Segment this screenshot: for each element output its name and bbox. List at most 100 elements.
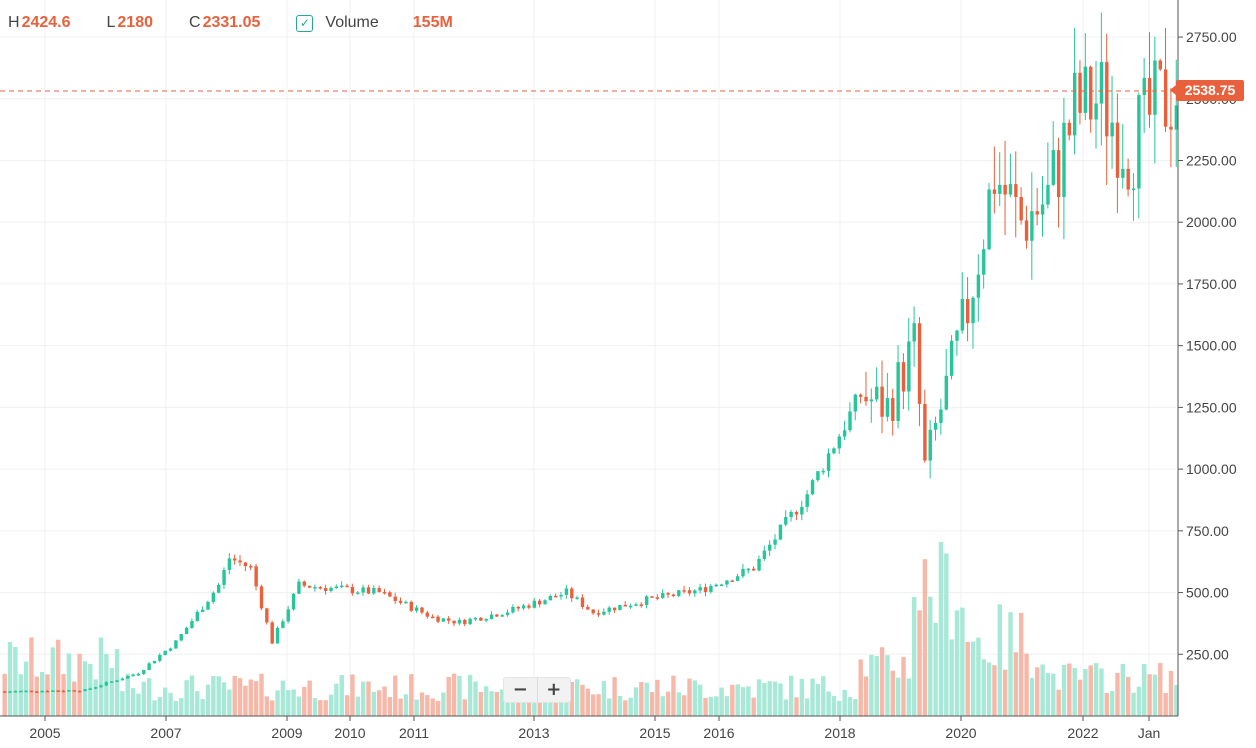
candle-body xyxy=(826,453,831,471)
volume-bar xyxy=(660,696,665,716)
volume-bar xyxy=(558,698,564,716)
candle-body xyxy=(414,607,419,611)
zoom-controls: − + xyxy=(503,677,571,703)
candle-body xyxy=(404,601,408,604)
candle-body xyxy=(805,494,809,507)
candle-body xyxy=(51,690,55,692)
candle-body xyxy=(511,606,515,613)
candle-body xyxy=(291,593,296,610)
candle-body xyxy=(538,600,542,605)
volume-bar xyxy=(1061,664,1067,716)
volume-bar xyxy=(526,694,532,716)
candle-body xyxy=(120,678,125,681)
volume-bar xyxy=(778,683,783,716)
candle-body xyxy=(773,539,777,545)
volume-bar xyxy=(1024,653,1029,716)
candle-body xyxy=(987,189,991,250)
volume-bar xyxy=(537,699,542,716)
candle-body xyxy=(8,691,12,693)
volume-label: Volume xyxy=(325,14,379,31)
candle-body xyxy=(992,189,997,194)
volume-bar xyxy=(195,691,200,716)
volume-bar xyxy=(318,700,323,716)
volume-bar xyxy=(1158,663,1163,716)
candle-body xyxy=(966,299,970,324)
y-tick-label: 1500.00 xyxy=(1186,338,1237,354)
candle-body xyxy=(527,605,531,608)
volume-bar xyxy=(56,639,61,716)
candle-body xyxy=(762,550,767,559)
candle-body xyxy=(484,619,488,621)
candle-body xyxy=(104,682,109,686)
low-label: L xyxy=(106,14,116,31)
candle-body xyxy=(623,604,627,607)
candlesticks xyxy=(3,12,1179,693)
zoom-in-button[interactable]: + xyxy=(536,678,571,702)
candle-body xyxy=(227,558,232,570)
candle-body xyxy=(1040,204,1045,215)
y-tick-label: 1250.00 xyxy=(1186,399,1237,415)
candle-body xyxy=(72,690,76,692)
volume-bar xyxy=(912,597,917,716)
candle-body xyxy=(307,585,312,588)
candle-body xyxy=(361,587,365,593)
x-tick-label: 2011 xyxy=(399,725,429,741)
volume-bar xyxy=(446,676,451,716)
candle-body xyxy=(500,615,504,617)
y-axis-ticks: 250.00 500.00 750.00 1000.00 1250.00 1500.00 1… xyxy=(1178,29,1237,662)
candle-body xyxy=(329,587,333,591)
volume-bar xyxy=(970,641,976,716)
volume-bar xyxy=(751,697,756,716)
volume-bar xyxy=(1072,667,1077,716)
volume-bar xyxy=(1002,669,1008,716)
candle-body xyxy=(559,594,563,597)
volume-bar xyxy=(7,642,13,716)
candle-body xyxy=(35,691,39,693)
candle-body xyxy=(548,595,553,601)
candle-body xyxy=(1110,122,1114,137)
volume-bar xyxy=(740,687,746,716)
volume-bar xyxy=(569,682,574,716)
volume-bar xyxy=(1088,665,1093,716)
candle-body xyxy=(714,584,718,587)
candle-body xyxy=(174,640,178,649)
candle-body xyxy=(1153,60,1157,115)
candle-body xyxy=(832,448,836,454)
candle-body xyxy=(976,274,981,298)
candle-body xyxy=(1056,150,1061,198)
candle-body xyxy=(591,609,595,614)
zoom-out-button[interactable]: − xyxy=(504,678,537,702)
candle-body xyxy=(441,618,446,622)
volume-bar xyxy=(173,700,179,716)
volume-bar xyxy=(1093,663,1099,716)
candle-body xyxy=(998,184,1002,194)
volume-bar xyxy=(708,696,714,716)
candle-body xyxy=(848,411,852,431)
candle-body xyxy=(324,587,328,591)
volume-bar xyxy=(98,637,104,716)
volume-bar xyxy=(607,698,612,716)
x-tick-label: 2022 xyxy=(1067,725,1098,741)
volume-checkbox-icon[interactable]: ✓ xyxy=(296,14,314,32)
volume-bar xyxy=(109,668,114,716)
candle-body xyxy=(29,690,34,693)
volume-bar xyxy=(1019,612,1024,716)
volume-bar xyxy=(564,694,569,716)
volume-bar xyxy=(1040,664,1045,716)
volume-bar xyxy=(901,656,906,716)
candle-body xyxy=(184,627,189,635)
volume-bar xyxy=(1099,668,1104,716)
candle-body xyxy=(1008,184,1013,195)
volume-bar xyxy=(264,696,270,716)
x-tick-label: 2016 xyxy=(703,725,734,741)
candle-body xyxy=(741,568,745,577)
candle-body xyxy=(350,586,355,594)
volume-bar xyxy=(179,698,184,716)
candle-body xyxy=(99,685,103,688)
volume-bar xyxy=(1013,652,1019,716)
candle-body xyxy=(281,621,285,628)
volume-bar xyxy=(18,674,23,716)
y-tick-label: 750.00 xyxy=(1186,523,1229,539)
candle-body xyxy=(1024,220,1029,241)
